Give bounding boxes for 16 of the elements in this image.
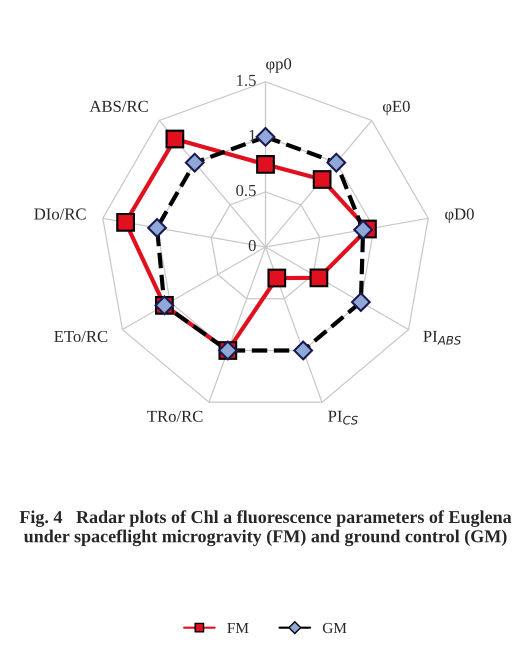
y-tick-label: 1.5: [237, 74, 256, 86]
spoke-label: ETo/RC: [54, 330, 108, 342]
spoke-label: φp0: [266, 58, 292, 73]
y-tick-label: 1: [250, 130, 256, 141]
y-tick-label: 0.5: [236, 184, 256, 196]
spoke-label: φD0: [445, 208, 474, 223]
legend-label: GM: [322, 622, 346, 634]
spoke-label: φE0: [382, 100, 410, 116]
caption: Fig. 4 Radar plots of Chl a fluorescence parameters of Euglena under spaceflight microgravity (FM) and ground control (GM): [20, 510, 512, 546]
y-tick-label: 0: [248, 240, 256, 252]
spoke-label: DIo/RC: [34, 208, 86, 220]
spoke-label: PI$_{ABS}$: [423, 330, 461, 345]
spoke-label: TRo/RC: [147, 410, 202, 422]
legend-label: FM: [227, 622, 249, 633]
spoke-label: PI$_{CS}$: [328, 410, 358, 425]
spoke-label: ABS/RC: [90, 100, 148, 112]
